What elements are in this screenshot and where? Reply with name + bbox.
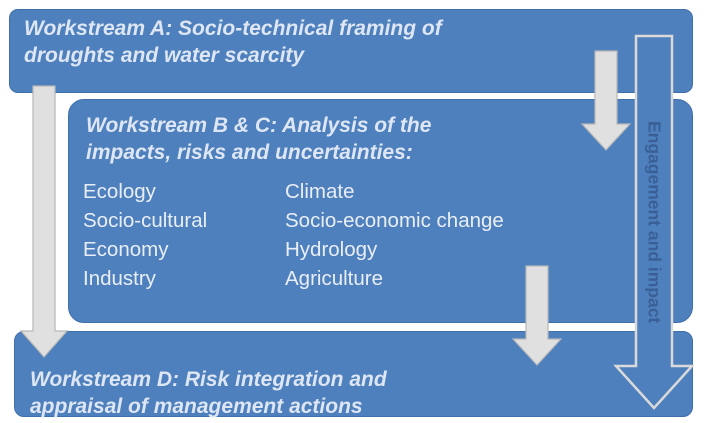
workstream-a-title-line1: Workstream A: Socio-technical framing of — [24, 17, 442, 40]
item-industry: Industry — [83, 267, 156, 290]
workstream-a-box — [9, 9, 693, 93]
item-economy: Economy — [83, 238, 169, 261]
workstream-d-title-line1: Workstream D: Risk integration and — [30, 368, 387, 391]
workstream-a-title-line2: droughts and water scarcity — [24, 44, 305, 67]
workstream-a-title: Workstream A: Socio-technical framing of… — [24, 15, 442, 69]
arrow-bc-to-d — [511, 265, 563, 366]
arrow-a-to-bc — [580, 50, 632, 151]
engagement-arrow — [613, 34, 695, 410]
item-hydrology: Hydrology — [285, 238, 378, 261]
item-ecology: Ecology — [83, 180, 156, 203]
item-climate: Climate — [285, 180, 355, 203]
item-socio-economic-change: Socio-economic change — [285, 209, 504, 232]
workstream-bc-title: Workstream B & C: Analysis of the impact… — [86, 112, 431, 166]
item-agriculture: Agriculture — [285, 267, 383, 290]
engagement-label-container: Engagement and impact — [638, 80, 670, 365]
workstream-d-title: Workstream D: Risk integration and appra… — [30, 366, 387, 420]
workstream-d-box — [14, 331, 693, 417]
workstream-bc-title-line1: Workstream B & C: Analysis of the — [86, 114, 432, 137]
arrow-a-to-d — [19, 85, 69, 358]
engagement-label: Engagement and impact — [644, 121, 665, 324]
item-socio-cultural: Socio-cultural — [83, 209, 208, 232]
workstream-d-title-line2: appraisal of management actions — [30, 395, 363, 418]
workstream-bc-box — [68, 99, 693, 323]
workstream-bc-title-line2: impacts, risks and uncertainties: — [86, 141, 413, 164]
